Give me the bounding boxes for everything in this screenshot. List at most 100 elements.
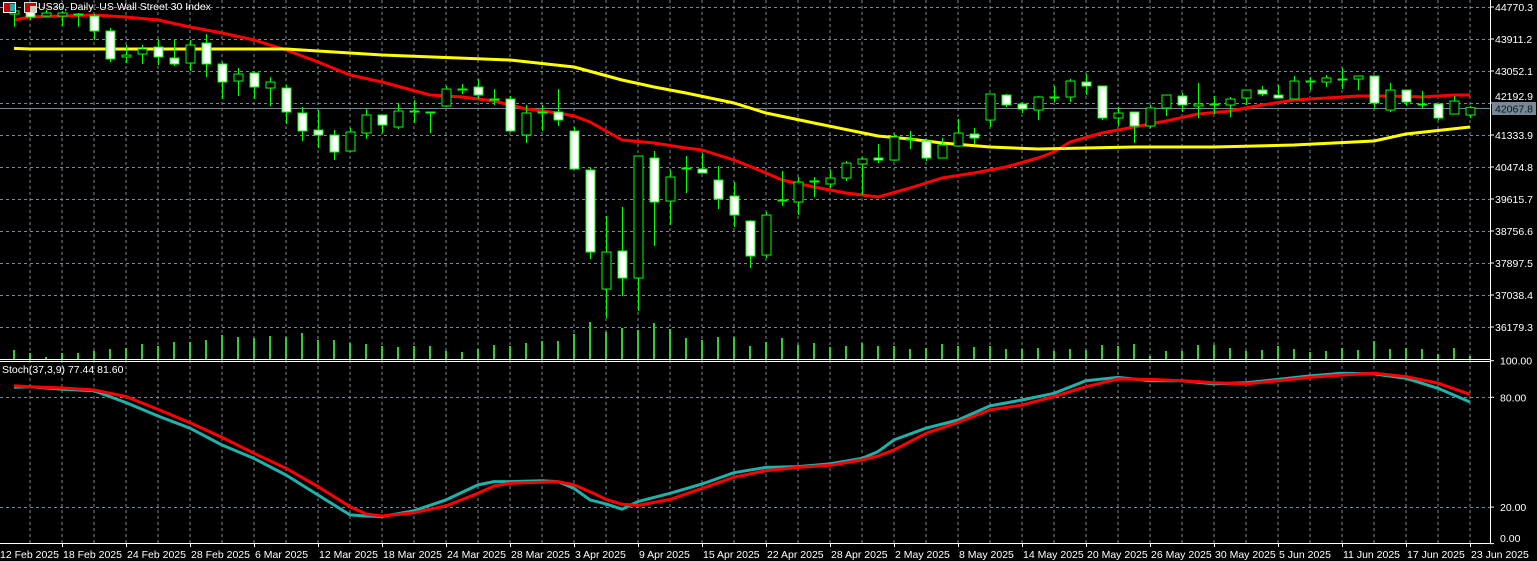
candle-bull	[841, 162, 852, 179]
candle-bear	[169, 57, 180, 65]
candle-bull	[185, 44, 196, 64]
price-label: 37038.4	[1495, 290, 1533, 302]
candle-bear	[921, 140, 932, 159]
price-label: 43911.2	[1495, 34, 1532, 46]
candle-bull	[265, 81, 276, 89]
volume-bars	[13, 322, 1471, 359]
volume-bar	[13, 350, 15, 359]
volume-bar	[1469, 356, 1471, 359]
candle-bull	[1065, 80, 1076, 98]
volume-bar	[733, 337, 735, 359]
candle-bear	[745, 220, 756, 257]
candle-bull	[345, 131, 356, 152]
candle-bear	[1017, 103, 1028, 110]
stochastic-lines	[13, 371, 1471, 519]
stoch-main-line	[13, 371, 1471, 519]
date-label: 14 May 2025	[1023, 549, 1084, 561]
candle-bear	[505, 98, 516, 132]
volume-bar	[781, 338, 783, 359]
date-label: 17 Jun 2025	[1407, 549, 1465, 561]
date-label: 12 Feb 2025	[0, 549, 59, 561]
price-label: 43052.1	[1495, 66, 1533, 78]
volume-bar	[1373, 341, 1375, 359]
date-label: 3 Apr 2025	[575, 549, 626, 561]
candle-bull	[1449, 100, 1460, 115]
candles	[9, 9, 1476, 319]
date-label: 8 May 2025	[959, 549, 1014, 561]
volume-bar	[1021, 349, 1023, 359]
candle-bear	[217, 63, 228, 83]
symbol-info-icon[interactable]	[24, 2, 37, 13]
volume-bar	[461, 352, 463, 359]
candle-bear	[329, 134, 340, 153]
volume-bar	[1149, 356, 1151, 359]
volume-bar	[557, 341, 559, 359]
volume-bar	[813, 343, 815, 359]
moving-averages	[0, 13, 1490, 199]
candle-bull	[441, 88, 452, 107]
volume-bar	[413, 346, 415, 359]
volume-bar	[189, 342, 191, 359]
date-label: 23 Jun 2025	[1471, 549, 1529, 561]
candle-bear	[1401, 89, 1412, 103]
volume-bar	[477, 349, 479, 359]
volume-bar	[1053, 351, 1055, 359]
volume-bar	[317, 340, 319, 359]
candle-bear	[473, 86, 484, 96]
candle-bear	[297, 112, 308, 132]
volume-bar	[397, 347, 399, 359]
candle-bull	[521, 112, 532, 136]
candle-bull	[937, 144, 948, 159]
date-label: 18 Mar 2025	[383, 549, 442, 561]
date-label: 28 Apr 2025	[831, 549, 888, 561]
volume-bar	[845, 346, 847, 359]
volume-bar	[909, 349, 911, 359]
volume-bar	[445, 351, 447, 359]
volume-bar	[125, 348, 127, 359]
date-label: 20 May 2025	[1087, 549, 1148, 561]
volume-bar	[1229, 348, 1231, 359]
volume-bar	[381, 346, 383, 359]
volume-bar	[173, 342, 175, 359]
date-label: 12 Mar 2025	[319, 549, 378, 561]
candle-bull	[889, 136, 900, 161]
candle-bull	[137, 48, 148, 55]
volume-bar	[605, 332, 607, 359]
candle-bull	[985, 93, 996, 121]
date-label: 26 May 2025	[1151, 549, 1212, 561]
volume-bar	[109, 349, 111, 359]
candle-bull	[1193, 103, 1204, 107]
price-label: 40474.8	[1495, 162, 1533, 174]
date-label: 6 Mar 2025	[255, 549, 308, 561]
volume-bar	[1309, 352, 1311, 359]
date-label: 28 Mar 2025	[511, 549, 570, 561]
volume-bar	[1341, 348, 1343, 359]
date-label: 24 Feb 2025	[127, 549, 186, 561]
price-label: 37897.5	[1495, 258, 1533, 270]
volume-bar	[349, 343, 351, 359]
candle-bull	[1321, 77, 1332, 83]
volume-bar	[1133, 344, 1135, 359]
volume-bar	[653, 323, 655, 359]
candle-bear	[569, 130, 580, 170]
price-label: 36179.3	[1495, 322, 1533, 334]
candle-bull	[665, 176, 676, 202]
volume-bar	[861, 343, 863, 359]
volume-bar	[61, 353, 63, 359]
volume-bar	[1165, 351, 1167, 359]
volume-bar	[157, 346, 159, 359]
chart-window-icon[interactable]	[3, 2, 16, 13]
volume-bar	[205, 340, 207, 359]
volume-bar	[1101, 345, 1103, 359]
volume-bar	[685, 338, 687, 359]
volume-bar	[973, 347, 975, 359]
candle-bull	[1353, 75, 1364, 80]
date-label: 2 May 2025	[895, 549, 950, 561]
moving-average-slow-line	[13, 46, 1471, 151]
candle-bull	[633, 155, 644, 279]
stochastic-title: Stoch(37,3,9) 77.44 81.60	[2, 364, 124, 376]
candle-bull	[601, 251, 612, 290]
volume-bar	[541, 341, 543, 359]
